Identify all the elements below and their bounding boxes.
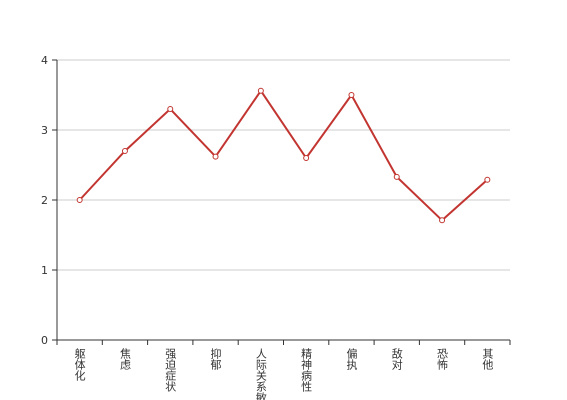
point	[257, 87, 264, 94]
x-tick-label: 其他	[481, 348, 494, 370]
x-tick-label: 人际关系敏感	[254, 348, 267, 400]
y-tick-label: 3	[41, 124, 48, 137]
x-tick-label: 敌对	[390, 347, 403, 370]
x-tick-label: 精神病性	[300, 348, 313, 393]
point	[439, 217, 446, 224]
point	[348, 92, 355, 98]
point	[393, 173, 400, 180]
x-tick-label: 焦虑	[118, 348, 131, 370]
x-tick-label: 躯体化	[73, 348, 86, 382]
y-tick-label: 4	[41, 54, 48, 67]
point	[167, 106, 174, 112]
y-tick-label: 0	[41, 334, 48, 347]
y-tick-label: 2	[41, 194, 48, 207]
series-line	[78, 89, 489, 222]
x-tick-label: 强迫症状	[164, 348, 177, 392]
x-tick-label: 偏执	[345, 347, 358, 371]
x-tick-label: 恐怖	[436, 348, 449, 370]
point	[212, 153, 219, 160]
y-tick-label: 1	[41, 264, 48, 277]
point	[76, 197, 83, 203]
x-tick-label: 抑郁	[209, 347, 222, 370]
point	[484, 176, 491, 183]
point	[121, 148, 128, 154]
point	[303, 155, 310, 161]
